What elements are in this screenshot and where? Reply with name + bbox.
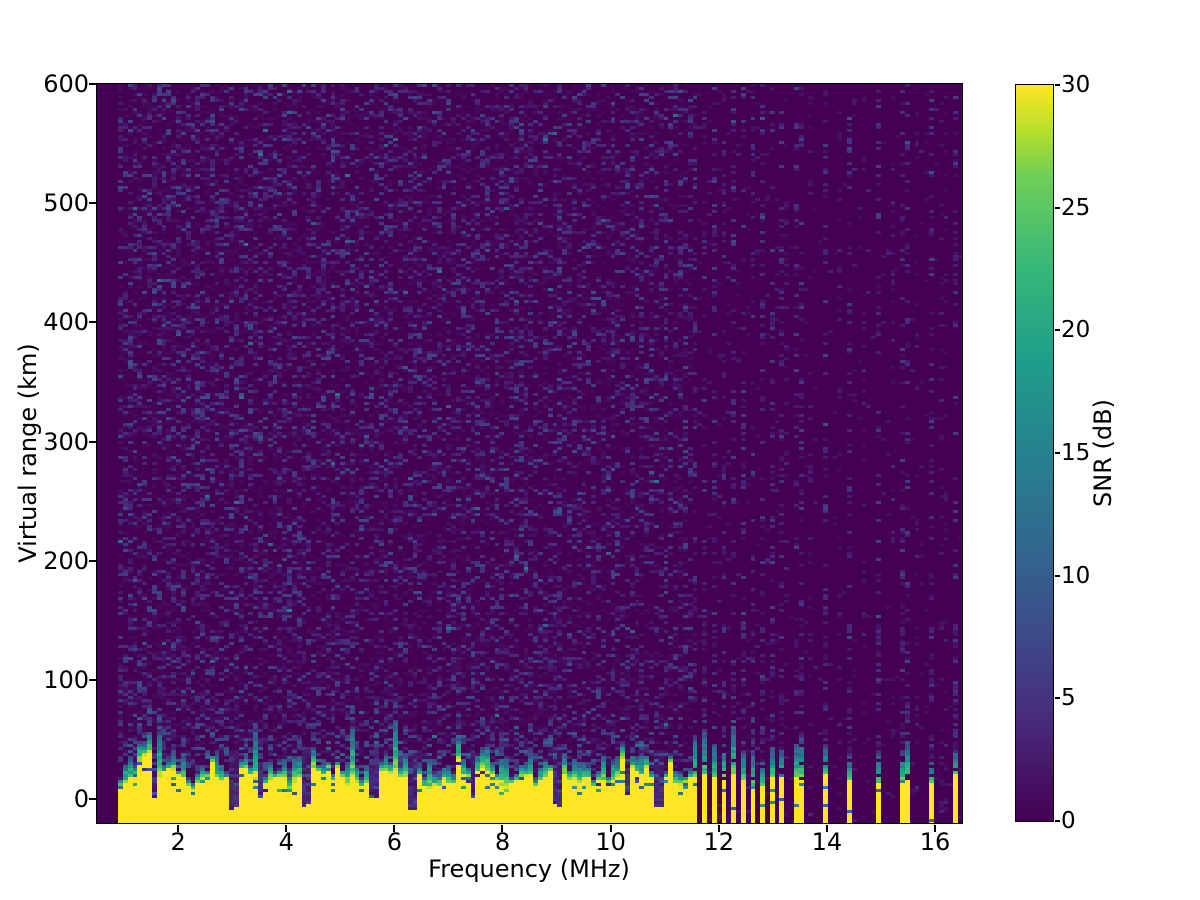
x-tick — [825, 824, 828, 832]
y-tick-label: 300 — [43, 427, 89, 456]
y-tick-label: 600 — [43, 70, 89, 98]
y-tick — [88, 798, 96, 801]
y-tick-label: 500 — [43, 189, 89, 218]
colorbar-canvas — [1014, 83, 1054, 822]
colorbar-tick-label: 10 — [1061, 562, 1091, 589]
y-tick — [88, 83, 96, 85]
y-tick — [88, 440, 96, 443]
y-tick — [88, 321, 96, 324]
x-tick-label: 10 — [595, 828, 626, 856]
colorbar-tick-label: 20 — [1061, 317, 1091, 344]
x-axis-label: Frequency (MHz) — [428, 855, 630, 883]
heatmap-canvas — [95, 82, 963, 824]
colorbar-tick — [1054, 206, 1060, 209]
x-tick — [285, 824, 288, 832]
y-tick-label: 0 — [73, 785, 89, 814]
x-tick-label: 16 — [919, 828, 951, 856]
y-tick-label: 400 — [43, 308, 89, 337]
colorbar-tick — [1054, 820, 1060, 822]
colorbar-tick-label: 15 — [1061, 440, 1091, 466]
x-tick-label: 2 — [170, 828, 186, 856]
y-tick-label: 200 — [43, 546, 89, 575]
x-tick-label: 6 — [386, 828, 402, 856]
y-tick — [88, 202, 96, 205]
x-tick — [609, 824, 612, 832]
x-tick — [393, 824, 396, 832]
x-tick — [717, 824, 720, 832]
x-tick-label: 4 — [278, 828, 294, 856]
colorbar-tick — [1054, 329, 1060, 332]
colorbar-tick — [1054, 697, 1060, 700]
colorbar-label: SNR (dB) — [1089, 399, 1117, 507]
colorbar-tick — [1054, 574, 1060, 577]
x-tick-label: 8 — [494, 828, 511, 856]
x-tick — [177, 824, 180, 832]
colorbar-tick-label: 25 — [1061, 194, 1091, 221]
colorbar-tick-label: 5 — [1061, 685, 1076, 712]
x-tick — [501, 824, 504, 832]
colorbar-tick-label: 30 — [1061, 72, 1091, 98]
y-tick-label: 100 — [43, 665, 89, 694]
colorbar-tick — [1054, 84, 1060, 86]
y-tick — [88, 678, 96, 681]
x-tick-label: 12 — [703, 828, 734, 856]
x-tick — [933, 824, 936, 832]
x-tick-label: 14 — [811, 828, 843, 856]
y-axis-label: Virtual range (km) — [14, 343, 42, 563]
colorbar-tick-label: 0 — [1061, 808, 1076, 834]
colorbar-tick — [1054, 452, 1060, 454]
y-tick — [88, 559, 96, 562]
